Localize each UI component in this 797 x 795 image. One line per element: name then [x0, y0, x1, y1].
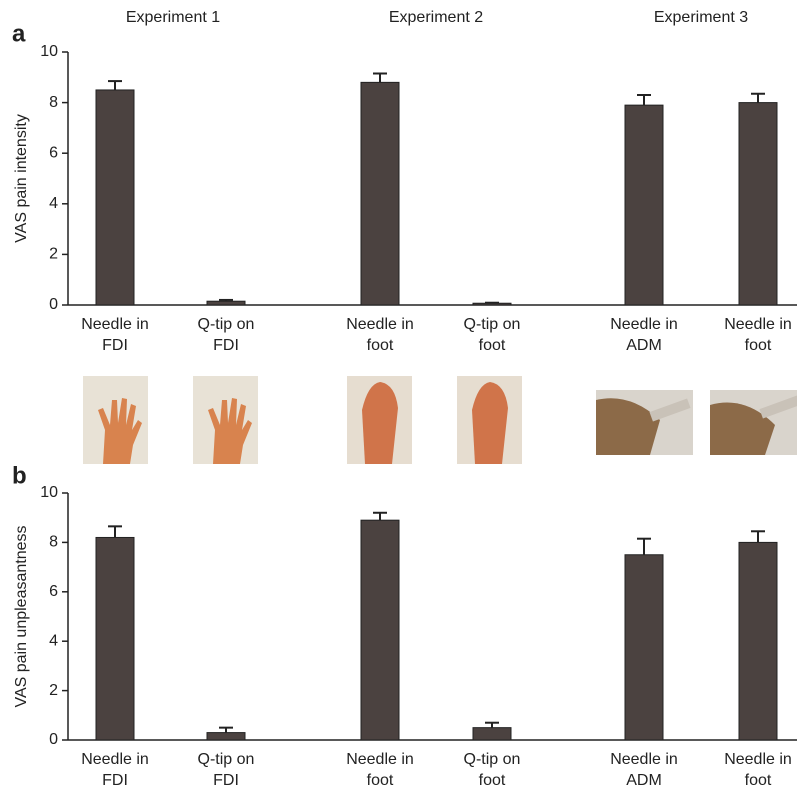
x-tick-label: Q-tip on: [198, 751, 255, 768]
x-tick-label: ADM: [626, 772, 662, 789]
y-tick-label: 6: [49, 144, 58, 161]
bar: [739, 542, 777, 740]
x-tick-label: Needle in: [610, 316, 678, 333]
bar: [361, 520, 399, 740]
y-tick-label: 2: [49, 246, 58, 263]
x-tick-label: Needle in: [81, 751, 149, 768]
x-tick-label: Needle in: [724, 751, 792, 768]
bar: [207, 301, 245, 305]
bar: [473, 303, 511, 305]
bar: [96, 90, 134, 305]
y-axis-label: VAS pain unpleasantness: [13, 525, 30, 707]
page: a VAS pain intensity 0 2 4 6 8 10 Experiment 1 Ex…: [0, 0, 797, 795]
y-tick-label: 10: [40, 484, 58, 501]
x-tick-label: Q-tip on: [198, 316, 255, 333]
bar: [361, 82, 399, 305]
x-tick-label: FDI: [213, 337, 239, 354]
x-tick-label: foot: [367, 337, 394, 354]
y-tick-label: 0: [49, 731, 58, 748]
x-tick-label: FDI: [102, 337, 128, 354]
panel-label: b: [12, 462, 27, 489]
x-tick-label: ADM: [626, 337, 662, 354]
bar: [739, 103, 777, 305]
x-tick-label: foot: [745, 772, 772, 789]
x-tick-label: Needle in: [346, 316, 414, 333]
y-tick-label: 8: [49, 94, 58, 111]
x-tick-label: Q-tip on: [464, 751, 521, 768]
bar: [625, 105, 663, 305]
y-axis-label: VAS pain intensity: [13, 114, 30, 243]
bar: [207, 733, 245, 740]
y-tick-label: 0: [49, 296, 58, 313]
bar: [96, 537, 134, 740]
foot: [472, 382, 508, 464]
group-label: Experiment 2: [389, 9, 483, 26]
y-tick-label: 2: [49, 682, 58, 699]
y-tick-label: 8: [49, 534, 58, 551]
x-tick-label: foot: [479, 337, 506, 354]
x-tick-label: FDI: [213, 772, 239, 789]
bar: [625, 555, 663, 740]
x-tick-label: foot: [367, 772, 394, 789]
y-tick-label: 4: [49, 632, 58, 649]
y-tick-label: 10: [40, 43, 58, 60]
x-tick-label: FDI: [102, 772, 128, 789]
x-tick-label: Needle in: [610, 751, 678, 768]
bar: [473, 728, 511, 740]
x-tick-label: foot: [479, 772, 506, 789]
x-tick-label: foot: [745, 337, 772, 354]
group-label: Experiment 3: [654, 9, 748, 26]
x-tick-label: Needle in: [346, 751, 414, 768]
figure: a VAS pain intensity 0 2 4 6 8 10 Experiment 1 Ex…: [0, 0, 797, 795]
x-tick-label: Q-tip on: [464, 316, 521, 333]
photos: [83, 376, 797, 464]
group-label: Experiment 1: [126, 9, 220, 26]
foot: [362, 382, 398, 464]
x-tick-label: Needle in: [724, 316, 792, 333]
panel-label: a: [12, 20, 26, 47]
x-tick-label: Needle in: [81, 316, 149, 333]
y-tick-label: 4: [49, 195, 58, 212]
y-tick-label: 6: [49, 583, 58, 600]
